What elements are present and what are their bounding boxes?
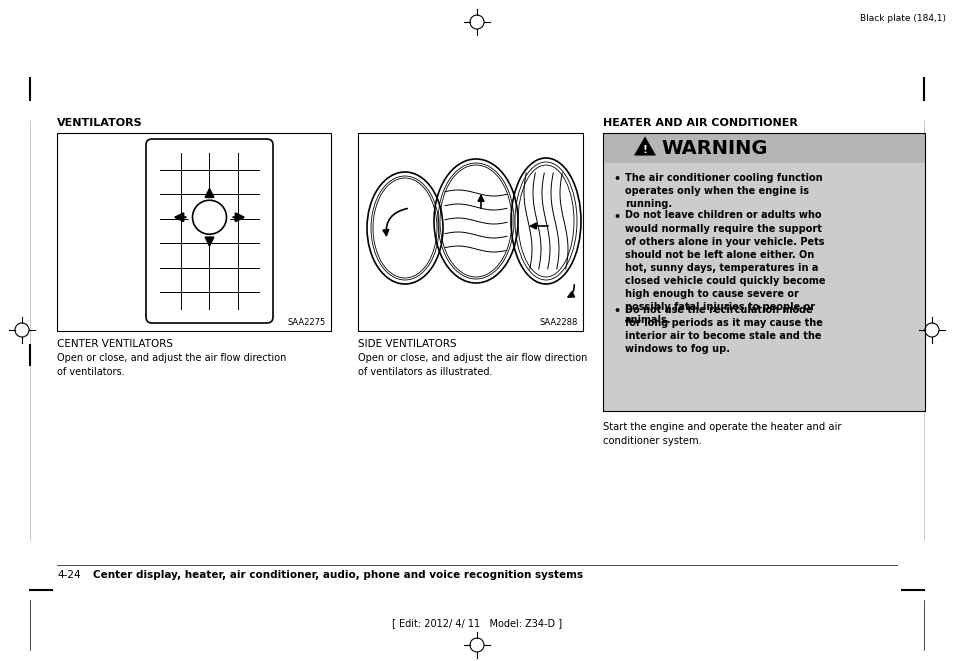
Text: Do not leave children or adults who
would normally require the support
of others: Do not leave children or adults who woul… xyxy=(624,210,824,325)
Bar xyxy=(57,133,331,331)
Bar xyxy=(357,133,582,331)
Text: •: • xyxy=(613,174,619,184)
Text: •: • xyxy=(613,212,619,221)
Text: !: ! xyxy=(642,145,647,155)
Circle shape xyxy=(189,196,231,238)
Bar xyxy=(602,133,924,411)
Text: Center display, heater, air conditioner, audio, phone and voice recognition syst: Center display, heater, air conditioner,… xyxy=(92,570,582,580)
Text: WARNING: WARNING xyxy=(660,139,767,157)
Bar xyxy=(602,163,924,411)
Text: CENTER VENTILATORS: CENTER VENTILATORS xyxy=(57,339,172,349)
Text: •: • xyxy=(613,306,619,316)
Text: SIDE VENTILATORS: SIDE VENTILATORS xyxy=(357,339,456,349)
Text: Start the engine and operate the heater and air
conditioner system.: Start the engine and operate the heater … xyxy=(602,422,841,446)
Text: Do not use the recirculation mode
for long periods as it may cause the
interior : Do not use the recirculation mode for lo… xyxy=(624,305,822,354)
FancyBboxPatch shape xyxy=(146,139,273,323)
Text: The air conditioner cooling function
operates only when the engine is
running.: The air conditioner cooling function ope… xyxy=(624,173,821,209)
Bar xyxy=(602,133,924,163)
Text: [ Edit: 2012/ 4/ 11   Model: Z34-D ]: [ Edit: 2012/ 4/ 11 Model: Z34-D ] xyxy=(392,618,561,628)
Text: VENTILATORS: VENTILATORS xyxy=(57,118,143,128)
Polygon shape xyxy=(634,137,655,155)
Text: Black plate (184,1): Black plate (184,1) xyxy=(859,14,945,23)
Text: Open or close, and adjust the air flow direction
of ventilators as illustrated.: Open or close, and adjust the air flow d… xyxy=(357,353,587,377)
Text: Open or close, and adjust the air flow direction
of ventilators.: Open or close, and adjust the air flow d… xyxy=(57,353,286,377)
Text: HEATER AND AIR CONDITIONER: HEATER AND AIR CONDITIONER xyxy=(602,118,797,128)
Text: 4-24: 4-24 xyxy=(57,570,81,580)
Text: SAA2275: SAA2275 xyxy=(288,318,326,327)
Text: SAA2288: SAA2288 xyxy=(539,318,578,327)
